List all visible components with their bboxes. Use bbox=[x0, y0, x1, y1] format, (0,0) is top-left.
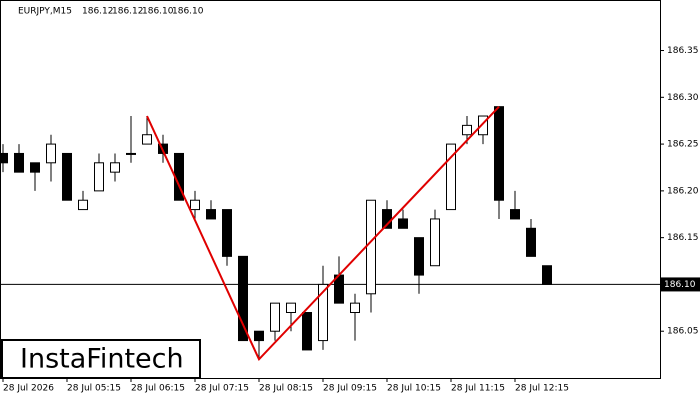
candle-body bbox=[398, 218, 408, 229]
candle-body bbox=[494, 106, 504, 201]
x-tick-label: 28 Jul 2026 bbox=[3, 384, 54, 394]
candle-body bbox=[350, 302, 360, 314]
y-tick-label: 186.05 bbox=[667, 327, 699, 337]
candle-body bbox=[414, 237, 424, 276]
last-price-box bbox=[660, 277, 700, 292]
x-tick-label: 28 Jul 12:15 bbox=[515, 384, 569, 394]
candle-body bbox=[14, 152, 24, 173]
candle-body bbox=[238, 255, 248, 342]
candle-body bbox=[446, 143, 456, 211]
candle-body bbox=[318, 283, 328, 342]
x-tick-label: 28 Jul 09:15 bbox=[323, 384, 377, 394]
candle-body bbox=[366, 199, 376, 295]
candle-body bbox=[142, 134, 152, 145]
candle-body bbox=[206, 209, 216, 220]
x-tick-label: 28 Jul 11:15 bbox=[451, 384, 505, 394]
y-tick-label: 186.30 bbox=[667, 93, 699, 103]
chart-title: EURJPY,M15 bbox=[18, 7, 72, 17]
header-value: 186.12 bbox=[112, 7, 144, 17]
plot-frame bbox=[0, 0, 661, 379]
candle-body bbox=[526, 227, 536, 257]
logo: InstaFintech bbox=[20, 344, 184, 375]
pattern-line bbox=[146, 105, 500, 362]
y-tick-label: 186.15 bbox=[667, 233, 699, 243]
candle-body bbox=[478, 115, 488, 136]
candle-body bbox=[46, 143, 56, 164]
candle-body bbox=[462, 124, 472, 136]
candle-body bbox=[94, 162, 104, 192]
x-tick-label: 28 Jul 06:15 bbox=[131, 384, 185, 394]
x-tick-label: 28 Jul 07:15 bbox=[195, 384, 249, 394]
candle-body bbox=[30, 162, 40, 173]
candle-body bbox=[222, 209, 232, 257]
header-value: 186.10 bbox=[142, 7, 174, 17]
candle-body bbox=[190, 199, 200, 211]
candle-body bbox=[542, 265, 552, 285]
candle-body bbox=[510, 209, 520, 220]
candle-body bbox=[110, 162, 120, 173]
candle-body bbox=[270, 302, 280, 332]
x-tick-label: 28 Jul 10:15 bbox=[387, 384, 441, 394]
last-price-label: 186.10 bbox=[664, 280, 696, 290]
header-value: 186.10 bbox=[172, 7, 204, 17]
y-tick-label: 186.25 bbox=[667, 140, 699, 150]
x-tick-label: 28 Jul 05:15 bbox=[67, 384, 121, 394]
x-tick-label: 28 Jul 08:15 bbox=[259, 384, 313, 394]
candle-body bbox=[286, 302, 296, 314]
candle-body bbox=[78, 199, 88, 211]
candle-body bbox=[0, 152, 8, 164]
logo-box bbox=[1, 339, 201, 379]
y-tick-label: 186.35 bbox=[667, 46, 699, 56]
candle-body bbox=[254, 330, 264, 342]
candle-body bbox=[430, 218, 440, 267]
y-tick-label: 186.20 bbox=[667, 186, 699, 196]
candle-body bbox=[302, 312, 312, 351]
candle-body bbox=[62, 152, 72, 201]
candle-body bbox=[126, 152, 136, 155]
header-value: 186.12 bbox=[82, 7, 114, 17]
